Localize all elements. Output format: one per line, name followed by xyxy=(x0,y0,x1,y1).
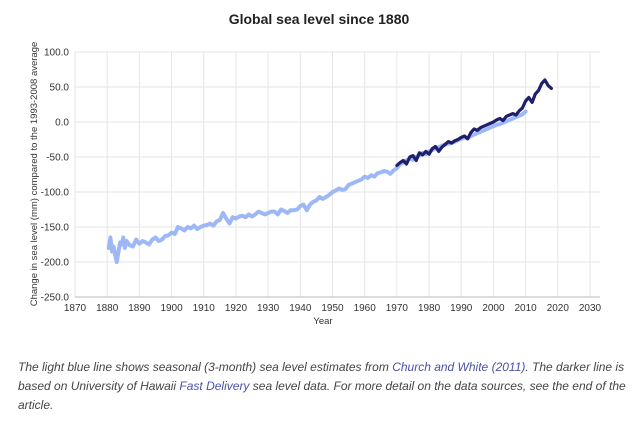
y-tick-label: -50.0 xyxy=(46,153,69,164)
y-tick-label: 100.0 xyxy=(44,48,69,59)
y-tick-label: -150.0 xyxy=(41,223,70,234)
y-tick-label: -250.0 xyxy=(41,293,70,304)
x-tick-label: 2020 xyxy=(547,303,570,314)
x-tick-label: 1890 xyxy=(128,303,151,314)
x-tick-label: 2010 xyxy=(515,303,538,314)
axes: 100.0 50.0 0.0 -50.0 -100.0 -150.0 -200.0 -250.… xyxy=(41,48,602,315)
x-tick-label: 1970 xyxy=(386,303,409,314)
x-tick-label: 1950 xyxy=(321,303,344,314)
x-tick-label: 1990 xyxy=(450,303,473,314)
caption-text-1: The light blue line shows seasonal (3-mo… xyxy=(18,360,393,374)
x-tick-label: 1940 xyxy=(289,303,312,314)
y-axis-label: Change in sea level (mm) compared to the… xyxy=(29,42,40,307)
x-tick-label: 1960 xyxy=(354,303,377,314)
y-tick-label: -100.0 xyxy=(41,188,70,199)
caption-text-2: . The darker line is based on University… xyxy=(18,360,625,393)
y-tick-label: 50.0 xyxy=(50,83,70,94)
x-tick-label: 1900 xyxy=(160,303,183,314)
fast-delivery-link[interactable]: Fast Delivery xyxy=(179,379,250,393)
x-tick-label: 1930 xyxy=(257,303,280,314)
church-white-link[interactable]: Church and White (2011) xyxy=(392,360,526,374)
x-tick-label: 2000 xyxy=(482,303,505,314)
hawaii-series-line xyxy=(395,78,554,167)
x-tick-label: 1870 xyxy=(64,303,87,314)
x-tick-label: 1880 xyxy=(96,303,119,314)
caption-text-3: sea level data. For more detail on the d… xyxy=(18,379,626,412)
x-tick-label: 1920 xyxy=(225,303,248,314)
y-tick-label: 0.0 xyxy=(55,118,69,129)
x-tick-label: 1980 xyxy=(418,303,441,314)
chart-container: 100.0 50.0 0.0 -50.0 -100.0 -150.0 -200.0 -250.… xyxy=(29,11,602,327)
chart-title: Global sea level since 1880 xyxy=(229,11,410,27)
x-tick-label: 2030 xyxy=(579,303,602,314)
series-layer xyxy=(106,78,554,264)
x-axis-label: Year xyxy=(313,316,332,327)
y-tick-label: -200.0 xyxy=(41,258,70,269)
chart-caption: The light blue line shows seasonal (3-mo… xyxy=(18,358,626,415)
grid xyxy=(74,51,600,298)
x-tick-label: 1910 xyxy=(193,303,216,314)
sea-level-chart: 100.0 50.0 0.0 -50.0 -100.0 -150.0 -200.0 -250.… xyxy=(29,11,602,327)
